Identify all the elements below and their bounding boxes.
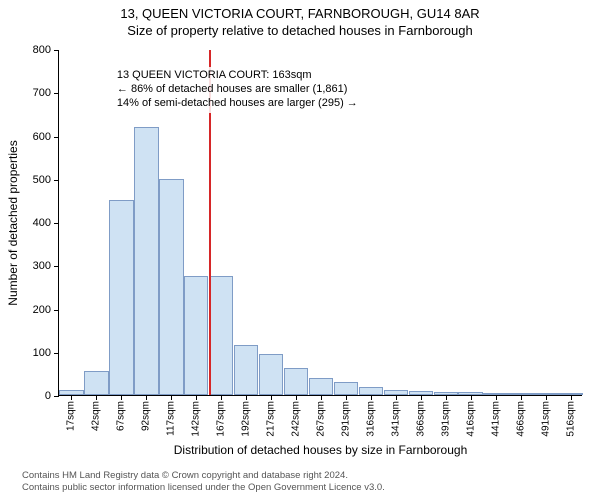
x-tick-label: 291sqm: [340, 401, 351, 437]
histogram-bar: [309, 378, 333, 395]
y-tick: [54, 137, 59, 138]
y-tick: [54, 93, 59, 94]
y-tick-label: 800: [33, 44, 51, 56]
y-tick: [54, 223, 59, 224]
footer-attribution: Contains HM Land Registry data © Crown c…: [22, 470, 385, 494]
x-tick-label: 167sqm: [216, 401, 227, 437]
y-axis-label: Number of detached properties: [6, 140, 20, 305]
annotation-box: 13 QUEEN VICTORIA COURT: 163sqm ← 86% of…: [113, 67, 362, 112]
x-tick-label: 92sqm: [141, 401, 152, 431]
x-tick-label: 316sqm: [365, 401, 376, 437]
x-tick: [471, 395, 472, 400]
annotation-line: 13 QUEEN VICTORIA COURT: 163sqm: [117, 69, 358, 83]
y-tick-label: 400: [33, 217, 51, 229]
x-tick: [171, 395, 172, 400]
y-tick: [54, 310, 59, 311]
y-tick: [54, 353, 59, 354]
annotation-line: ← 86% of detached houses are smaller (1,…: [117, 83, 358, 97]
x-tick: [246, 395, 247, 400]
y-tick-label: 0: [45, 390, 51, 402]
histogram-bar: [334, 382, 358, 395]
histogram-bar: [84, 371, 108, 395]
x-tick: [446, 395, 447, 400]
histogram-bar: [159, 179, 183, 395]
x-tick-label: 466sqm: [515, 401, 526, 437]
x-tick-label: 341sqm: [390, 401, 401, 437]
x-tick-label: 67sqm: [116, 401, 127, 431]
y-tick-label: 600: [33, 131, 51, 143]
y-tick-label: 200: [33, 304, 51, 316]
x-tick-label: 366sqm: [415, 401, 426, 437]
histogram-bar: [284, 368, 308, 395]
x-tick: [196, 395, 197, 400]
x-tick: [271, 395, 272, 400]
x-tick-label: 441sqm: [490, 401, 501, 437]
x-tick-label: 416sqm: [465, 401, 476, 437]
y-tick: [54, 180, 59, 181]
x-tick-label: 267sqm: [316, 401, 327, 437]
y-tick-label: 300: [33, 260, 51, 272]
page-subtitle: Size of property relative to detached ho…: [0, 23, 600, 38]
x-tick: [96, 395, 97, 400]
annotation-line: 14% of semi-detached houses are larger (…: [117, 97, 358, 111]
x-tick: [396, 395, 397, 400]
y-tick: [54, 396, 59, 397]
x-tick: [121, 395, 122, 400]
x-tick: [346, 395, 347, 400]
x-tick: [146, 395, 147, 400]
histogram-bar: [359, 387, 383, 395]
y-tick-label: 100: [33, 347, 51, 359]
x-tick-label: 491sqm: [540, 401, 551, 437]
x-tick-label: 42sqm: [91, 401, 102, 431]
footer-line: Contains public sector information licen…: [22, 482, 385, 494]
y-tick: [54, 266, 59, 267]
x-tick: [546, 395, 547, 400]
x-tick: [496, 395, 497, 400]
histogram-bar: [109, 200, 133, 395]
x-tick: [221, 395, 222, 400]
x-tick: [296, 395, 297, 400]
y-tick: [54, 50, 59, 51]
x-tick-label: 192sqm: [241, 401, 252, 437]
x-tick: [521, 395, 522, 400]
histogram-bar: [134, 127, 158, 395]
x-tick: [71, 395, 72, 400]
plot-area: 0100200300400500600700800 17sqm42sqm67sq…: [58, 50, 582, 396]
histogram-bar: [184, 276, 208, 395]
histogram-bar: [234, 345, 258, 395]
x-tick-label: 17sqm: [66, 401, 77, 431]
x-tick-label: 117sqm: [166, 401, 177, 436]
histogram-bar: [209, 276, 233, 395]
y-tick-label: 700: [33, 87, 51, 99]
x-tick-label: 516sqm: [565, 401, 576, 437]
histogram-bar: [259, 354, 283, 395]
histogram-chart: 0100200300400500600700800 17sqm42sqm67sq…: [58, 50, 582, 396]
x-tick-label: 142sqm: [191, 401, 202, 437]
x-tick: [371, 395, 372, 400]
x-axis-label: Distribution of detached houses by size …: [174, 443, 468, 457]
y-tick-label: 500: [33, 174, 51, 186]
x-tick: [421, 395, 422, 400]
x-tick: [571, 395, 572, 400]
x-tick-label: 217sqm: [266, 401, 277, 437]
page-title: 13, QUEEN VICTORIA COURT, FARNBOROUGH, G…: [0, 6, 600, 21]
x-tick-label: 391sqm: [440, 401, 451, 437]
footer-line: Contains HM Land Registry data © Crown c…: [22, 470, 385, 482]
x-tick-label: 242sqm: [291, 401, 302, 437]
x-tick: [321, 395, 322, 400]
